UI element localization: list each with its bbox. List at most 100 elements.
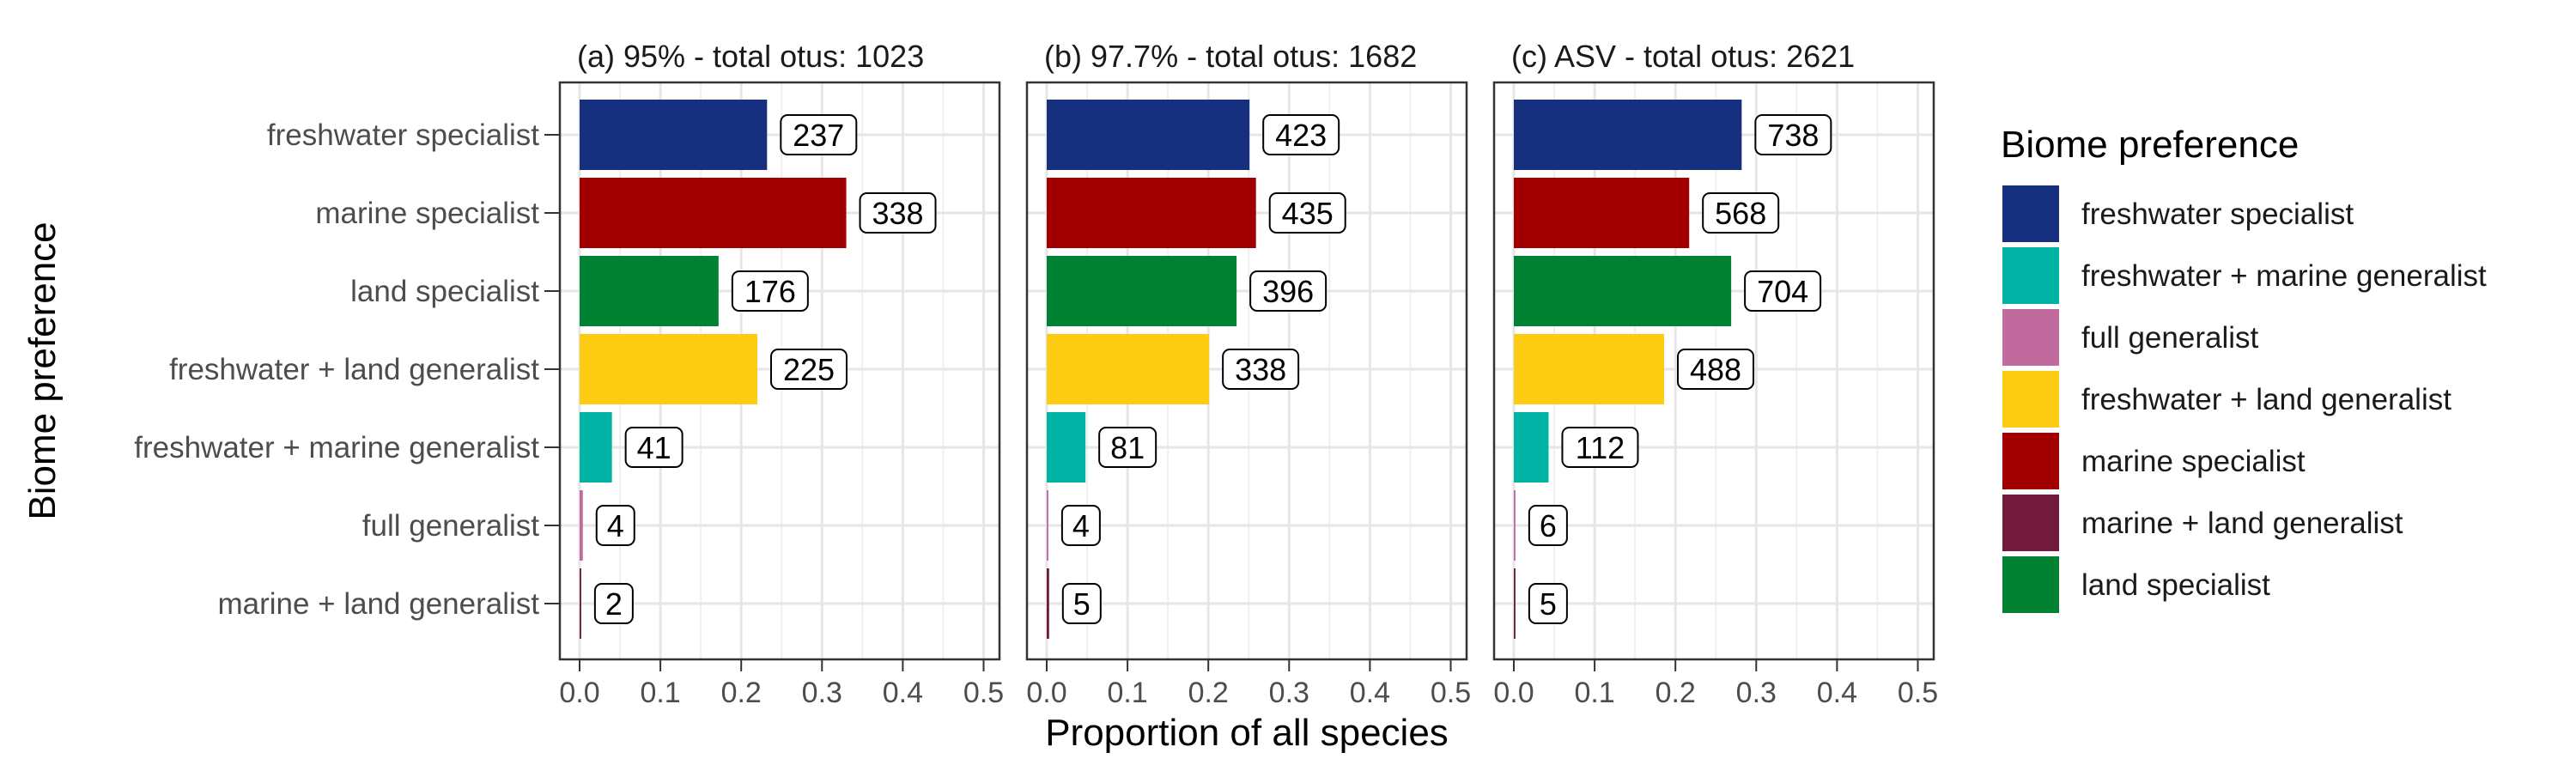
bar <box>1047 568 1049 639</box>
legend-swatch <box>2002 495 2059 551</box>
data-label-box <box>859 192 937 234</box>
data-label-box <box>1561 427 1639 468</box>
category-label: marine specialist <box>315 197 539 230</box>
data-label: 225 <box>783 352 835 387</box>
data-label: 237 <box>793 118 844 153</box>
bar <box>1047 178 1256 248</box>
category-label: freshwater + marine generalist <box>134 431 539 464</box>
x-tick-label: 0.0 <box>559 677 599 709</box>
data-label: 112 <box>1576 430 1625 465</box>
bar <box>1047 100 1250 170</box>
data-label-box <box>770 349 848 390</box>
data-label: 568 <box>1715 196 1766 231</box>
x-tick-label: 0.2 <box>721 677 762 709</box>
x-tick-label: 0.3 <box>1269 677 1309 709</box>
data-label-box <box>1098 427 1157 468</box>
x-tick-label: 0.2 <box>1656 677 1696 709</box>
legend-label: marine specialist <box>2081 445 2306 478</box>
x-axis-title: Proportion of all species <box>1045 712 1449 754</box>
data-label: 738 <box>1767 118 1819 153</box>
x-tick-label: 0.1 <box>1574 677 1614 709</box>
category-label: land specialist <box>350 275 539 308</box>
bar <box>1514 334 1665 404</box>
category-label: marine + land generalist <box>217 587 539 621</box>
data-label-box <box>1702 192 1780 234</box>
bar <box>1514 178 1690 248</box>
bar <box>580 178 847 248</box>
panel-border <box>1025 81 1468 661</box>
legend-label: freshwater + land generalist <box>2081 383 2451 416</box>
data-label: 4 <box>607 508 624 543</box>
category-label: full generalist <box>362 509 539 543</box>
x-tick-label: 0.4 <box>883 677 923 709</box>
data-label: 2 <box>605 586 623 622</box>
category-label: freshwater + land generalist <box>169 353 539 386</box>
x-tick-label: 0.5 <box>1431 677 1471 709</box>
data-label: 176 <box>744 274 796 309</box>
x-tick-label: 0.2 <box>1188 677 1229 709</box>
data-label: 4 <box>1072 508 1090 543</box>
bar <box>1047 412 1086 483</box>
panel-border <box>558 81 1001 661</box>
data-label: 396 <box>1262 274 1314 309</box>
category-label: freshwater specialist <box>267 118 539 152</box>
panel-title: (c) ASV - total otus: 2621 <box>1511 39 1855 74</box>
legend-swatch <box>2002 556 2059 613</box>
data-label-box <box>1268 192 1346 234</box>
bar <box>1047 490 1048 561</box>
data-label: 6 <box>1540 508 1557 543</box>
data-label: 5 <box>1540 586 1557 622</box>
data-label-box <box>1744 270 1822 312</box>
legend-swatch <box>2002 371 2059 428</box>
bar <box>1514 490 1516 561</box>
x-tick-label: 0.0 <box>1026 677 1066 709</box>
bar <box>580 412 612 483</box>
bar <box>1514 412 1549 483</box>
data-label: 338 <box>1235 352 1286 387</box>
bar <box>580 256 719 326</box>
data-label-box <box>1061 583 1102 624</box>
data-label-box <box>1262 114 1340 155</box>
data-label-box <box>624 427 683 468</box>
bar <box>1514 256 1732 326</box>
legend-title: Biome preference <box>2001 124 2299 166</box>
bar <box>1047 334 1210 404</box>
legend-swatch <box>2002 433 2059 489</box>
legend-swatch <box>2002 247 2059 304</box>
x-tick-label: 0.3 <box>802 677 842 709</box>
x-tick-label: 0.4 <box>1350 677 1390 709</box>
data-label-box <box>595 505 635 546</box>
data-label-box <box>1677 349 1755 390</box>
data-label-box <box>1528 505 1568 546</box>
data-label: 435 <box>1282 196 1334 231</box>
bar <box>1047 256 1237 326</box>
x-tick-label: 0.5 <box>1898 677 1938 709</box>
legend-label: freshwater + marine generalist <box>2081 259 2487 293</box>
legend-label: marine + land generalist <box>2081 507 2403 540</box>
data-label: 488 <box>1690 352 1741 387</box>
bar <box>580 100 768 170</box>
y-axis-title: Biome preference <box>21 222 64 519</box>
data-label-box <box>731 270 809 312</box>
x-tick-label: 0.1 <box>640 677 680 709</box>
data-label: 5 <box>1073 586 1091 622</box>
data-label: 41 <box>637 430 671 465</box>
data-label-box <box>1528 583 1568 624</box>
x-tick-label: 0.5 <box>963 677 1004 709</box>
bar <box>580 334 758 404</box>
bar <box>1514 568 1516 639</box>
panel-title: (a) 95% - total otus: 1023 <box>577 39 924 74</box>
bar <box>1514 100 1742 170</box>
legend-label: land specialist <box>2081 568 2270 602</box>
x-tick-label: 0.1 <box>1107 677 1147 709</box>
data-label: 81 <box>1110 430 1145 465</box>
data-label: 338 <box>872 196 923 231</box>
x-tick-label: 0.4 <box>1817 677 1857 709</box>
bar <box>580 490 583 561</box>
data-label-box <box>1222 349 1300 390</box>
data-label-box <box>780 114 858 155</box>
data-label: 423 <box>1275 118 1327 153</box>
legend-swatch <box>2002 185 2059 242</box>
